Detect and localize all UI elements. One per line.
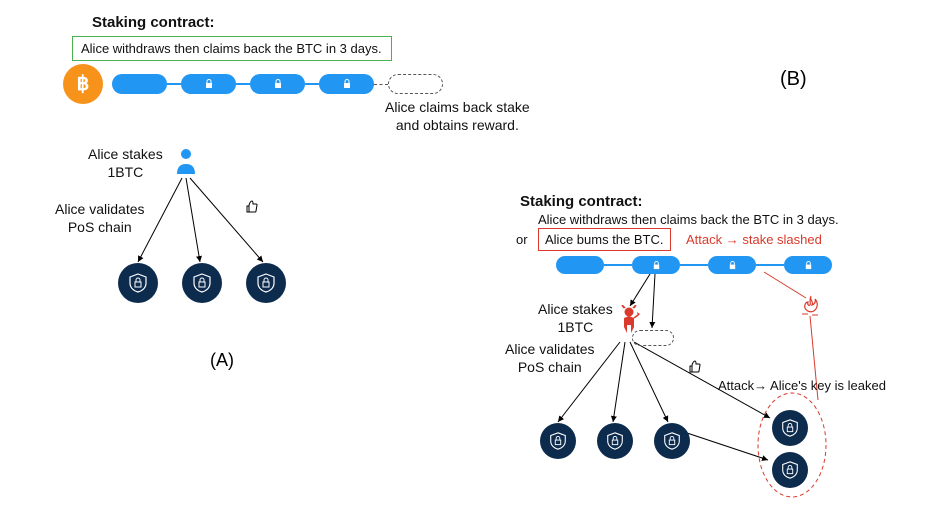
chain-block-lock (181, 74, 236, 94)
panel-b-or: or (516, 232, 528, 247)
panel-a-claim-text: Alice claims back stake and obtains rewa… (385, 98, 530, 134)
shield-node (597, 423, 633, 459)
shield-node (540, 423, 576, 459)
panel-b-contract2: Alice bums the BTC. (545, 232, 664, 247)
shield-node-attack (772, 410, 808, 446)
chain-block (112, 74, 167, 94)
shield-node (182, 263, 222, 303)
chain-block-dashed (388, 74, 443, 94)
chain-block-lock (708, 256, 756, 274)
panel-a-contract-text: Alice withdraws then claims back the BTC… (81, 41, 382, 56)
chain-block (556, 256, 604, 274)
panel-a-contract-box: Alice withdraws then claims back the BTC… (72, 36, 392, 61)
person-icon (175, 148, 197, 176)
panel-b-contract1: Alice withdraws then claims back the BTC… (538, 212, 839, 227)
panel-b-title: Staking contract: (520, 193, 643, 210)
panel-a-title: Staking contract: (92, 14, 215, 31)
panel-a-chain (112, 74, 443, 94)
panel-b-contract2-box: Alice bums the BTC. (538, 228, 671, 251)
panel-b-attack2: Attack→ Alice's key is leaked (718, 378, 886, 393)
panel-a-stakes-label: Alice stakes 1BTC (88, 145, 163, 181)
panel-b-label: (B) (780, 68, 807, 91)
shield-node-attack (772, 452, 808, 488)
shield-node (654, 423, 690, 459)
shield-node (118, 263, 158, 303)
btc-icon: ฿ (63, 64, 103, 104)
panel-a-validates-label: Alice validates PoS chain (55, 200, 145, 236)
chain-block-lock (632, 256, 680, 274)
panel-a-label: (A) (210, 350, 234, 371)
panel-b-chain (556, 256, 832, 274)
chain-block-dashed (632, 330, 674, 346)
panel-b-attack1: Attack → stake slashed (686, 232, 822, 247)
chain-block-lock (319, 74, 374, 94)
chain-block-lock (250, 74, 305, 94)
panel-b-validates-label: Alice validates PoS chain (505, 340, 595, 376)
fire-icon (800, 294, 822, 316)
svg-text:฿: ฿ (77, 73, 90, 95)
chain-block-lock (784, 256, 832, 274)
panel-b-stakes-label: Alice stakes 1BTC (538, 300, 613, 336)
shield-node (246, 263, 286, 303)
